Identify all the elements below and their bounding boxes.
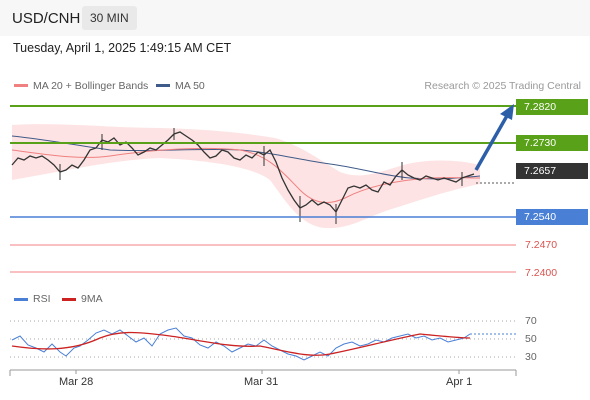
rsi-tick-50: 50 xyxy=(525,333,537,345)
last-price-tag: 7.2657 xyxy=(516,163,588,179)
ma9-legend-swatch xyxy=(62,298,76,301)
ma9-legend-label: 9MA xyxy=(81,293,103,305)
resistance-1-tag: 7.2730 xyxy=(516,135,588,151)
rsi-line xyxy=(11,327,471,361)
forecast-arrowhead xyxy=(500,104,514,120)
ma50-legend-label: MA 50 xyxy=(175,80,205,92)
rsi-legend-swatch xyxy=(14,298,28,301)
rsi-tick-30: 30 xyxy=(525,351,537,363)
symbol-label: USD/CNH xyxy=(12,10,81,27)
resistance-2-tag: 7.2820 xyxy=(516,99,588,115)
rsi-ma9-line xyxy=(11,331,471,356)
ma20-legend-label: MA 20 + Bollinger Bands xyxy=(33,80,149,92)
forecast-arrow xyxy=(474,113,510,171)
ma20-line xyxy=(11,147,481,203)
chart-header: USD/CNH 30 MIN xyxy=(0,0,590,36)
support-1-tag: 7.2540 xyxy=(516,209,588,225)
price-candles xyxy=(11,131,475,214)
ma20-legend-swatch xyxy=(14,84,28,87)
x-tick-label: Mar 31 xyxy=(244,376,279,388)
research-credit: Research © 2025 Trading Central xyxy=(424,80,581,92)
target-1-label: 7.2470 xyxy=(525,239,558,251)
ma50-legend-swatch xyxy=(156,84,170,87)
x-tick-label: Mar 28 xyxy=(59,376,94,388)
rsi-tick-70: 70 xyxy=(525,315,537,327)
target-2-label: 7.2400 xyxy=(525,267,558,279)
x-tick-label: Apr 1 xyxy=(446,376,473,388)
timeframe-button[interactable]: 30 MIN xyxy=(82,6,137,30)
rsi-legend-label: RSI xyxy=(33,293,51,305)
timestamp: Tuesday, April 1, 2025 1:49:15 AM CET xyxy=(13,41,232,55)
